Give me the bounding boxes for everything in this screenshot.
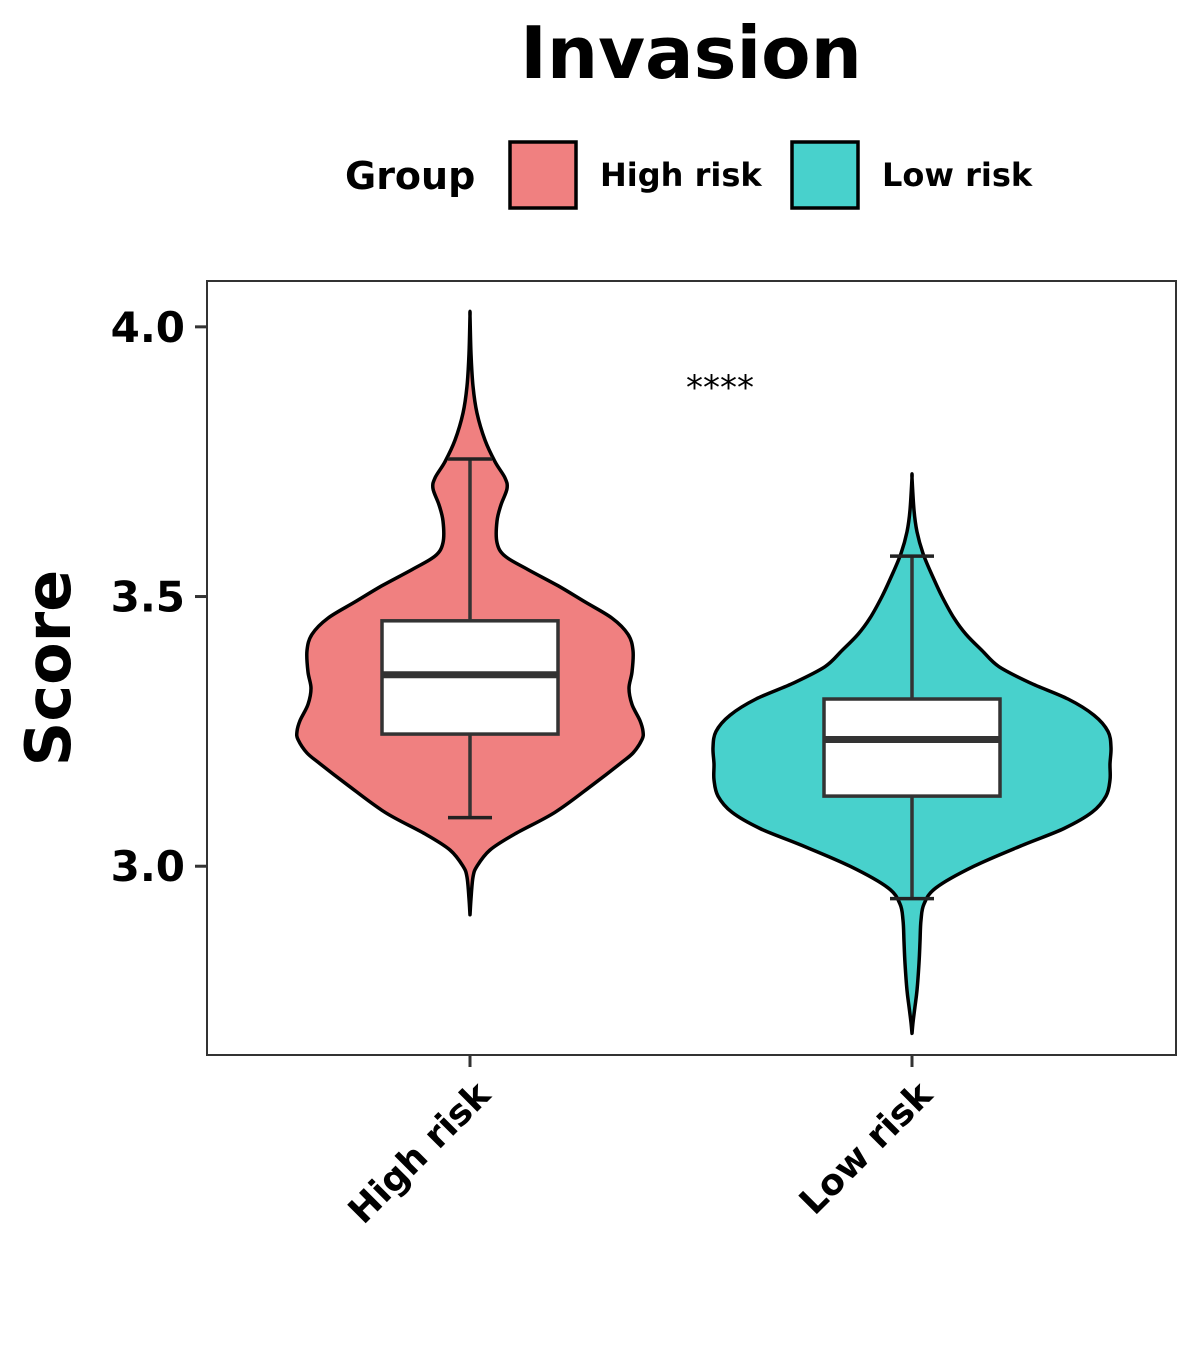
plot-panel-border — [206, 280, 1177, 1056]
y-tick-label: 3.0 — [111, 842, 185, 891]
plot-area: 3.0 3.5 4.0 High risk Low risk — [111, 303, 1113, 1232]
significance-annotation: **** — [686, 368, 754, 408]
legend-swatch-high-risk — [508, 140, 578, 210]
legend-title: Group — [345, 154, 475, 198]
x-tick-label: High risk — [341, 1074, 499, 1232]
box-low-risk — [822, 697, 1002, 798]
y-axis-label: Score — [12, 570, 85, 767]
legend-label-low-risk: Low risk — [882, 156, 1033, 194]
y-tick-label: 4.0 — [111, 303, 185, 352]
x-tick-label: Low risk — [792, 1074, 941, 1223]
legend-label-high-risk: High risk — [600, 156, 762, 194]
chart-title: Invasion — [520, 11, 862, 95]
legend-swatch-low-risk — [790, 140, 860, 210]
y-tick-label: 3.5 — [111, 573, 185, 622]
legend: Group High risk Low risk — [345, 140, 1033, 210]
